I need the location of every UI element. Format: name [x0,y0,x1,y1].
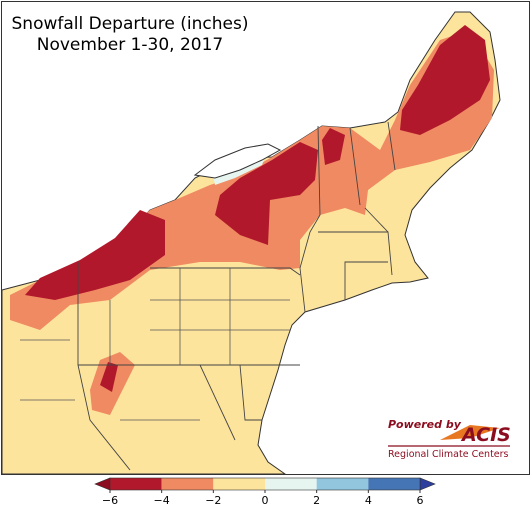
colorbar: −6 −4 −2 0 2 4 6 [94,477,436,507]
map [1,11,501,475]
colorbar-under [94,477,111,491]
colorbar-segment [213,478,265,490]
colorbar-tick-label: 6 [417,494,424,507]
colorbar-tick-label: 0 [262,494,269,507]
colorbar-segment [368,478,420,490]
map-title: Snowfall Departure (inches) [12,14,249,34]
colorbar-tick-label: −6 [102,494,118,507]
colorbar-over [419,477,436,491]
snowfall-large-deficit [25,210,165,300]
lake [193,143,282,179]
logo-swoosh [440,425,500,440]
colorbar-tick-label: 2 [313,494,320,507]
state-border [77,121,396,471]
logo-powered-by: Powered by [388,418,462,431]
snowfall-large-deficit [100,362,118,392]
colorbar-segment [161,478,214,490]
snowfall-large-deficit [215,142,318,245]
colorbar-tick-label: −4 [154,494,170,507]
colorbar-tick-label: −2 [205,494,221,507]
map-subtitle: November 1-30, 2017 [37,35,224,55]
colorbar-tick-label: 4 [365,494,372,507]
colorbar-segment [316,478,369,490]
colorbar-segment [265,478,317,490]
county-lines [20,268,290,421]
logo-subtitle: Regional Climate Centers [388,449,509,460]
snowfall-large-deficit [400,25,490,135]
colorbar-segment [110,478,162,490]
snowfall-large-deficit [322,128,345,165]
logo: Powered by ACIS Regional Climate Centers [388,418,511,460]
logo-name: ACIS [460,424,511,446]
